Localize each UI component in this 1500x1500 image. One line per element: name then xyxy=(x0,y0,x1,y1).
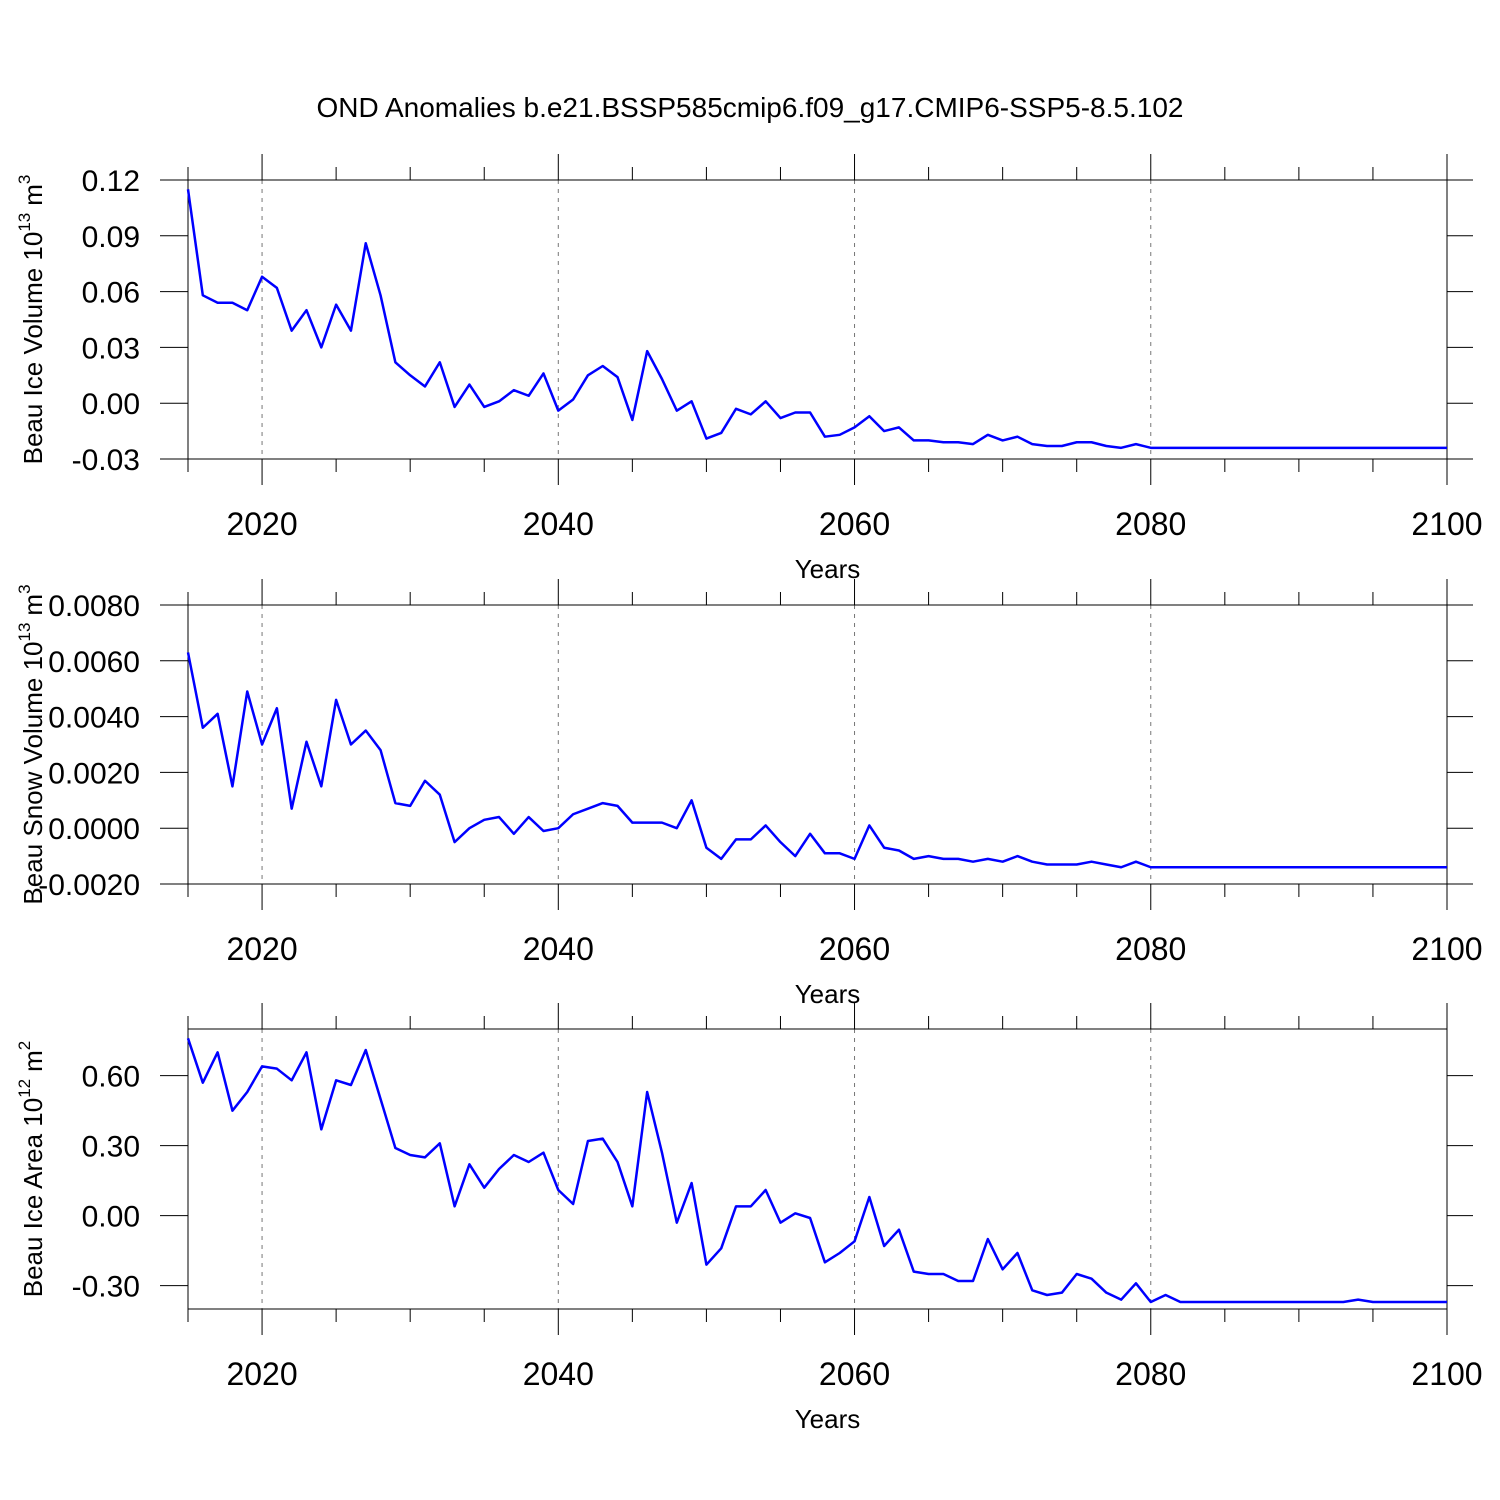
y-axis-label-exponent: 13 xyxy=(15,623,34,642)
data-line xyxy=(186,189,1447,450)
plot-frame xyxy=(187,179,1448,460)
x-tick-label: 2040 xyxy=(523,506,594,542)
y-axis-label-unit-exponent: 3 xyxy=(15,584,34,593)
y-tick-label: 0.0080 xyxy=(48,590,140,623)
x-axis-label: Years xyxy=(795,1404,861,1434)
y-axis-label-exponent: 13 xyxy=(15,213,34,232)
plot-frame xyxy=(187,1028,1448,1310)
y-axis-label-text: Beau Ice Area 10 xyxy=(18,1098,48,1297)
x-tick-label: 2100 xyxy=(1411,506,1482,542)
x-tick-label: 2080 xyxy=(1115,931,1186,967)
y-tick-label: 0.03 xyxy=(82,332,140,365)
y-axis-label-unit: m xyxy=(18,1050,48,1072)
y-axis-label-unit-exponent: 2 xyxy=(15,1041,34,1050)
y-axis-label-text: Beau Snow Volume 10 xyxy=(18,641,48,904)
data-line xyxy=(186,1037,1447,1304)
y-axis-label: Beau Snow Volume 1013 m3 xyxy=(15,584,48,904)
y-axis-label-unit-exponent: 3 xyxy=(15,175,34,184)
x-tick-label: 2020 xyxy=(226,506,297,542)
y-tick-label: 0.0060 xyxy=(48,646,140,679)
y-tick-label: -0.03 xyxy=(72,444,140,477)
x-axis-label: Years xyxy=(795,979,861,1009)
y-axis-label-text: Beau Ice Volume 10 xyxy=(18,232,48,465)
y-tick-label: 0.0020 xyxy=(48,757,140,790)
x-tick-label: 2040 xyxy=(523,931,594,967)
y-axis-label: Beau Ice Volume 1013 m3 xyxy=(15,175,48,465)
x-tick-label: 2060 xyxy=(819,931,890,967)
y-tick-label: 0.60 xyxy=(82,1061,140,1094)
y-axis-label-unit: m xyxy=(18,594,48,616)
y-tick-label: -0.0020 xyxy=(38,869,140,902)
y-tick-label: 0.0040 xyxy=(48,702,140,735)
x-tick-label: 2060 xyxy=(819,506,890,542)
y-tick-label: -0.30 xyxy=(72,1271,140,1304)
plot-frame xyxy=(187,604,1448,885)
y-axis-label-exponent: 12 xyxy=(15,1079,34,1098)
y-tick-label: 0.00 xyxy=(82,1201,140,1234)
y-tick-label: 0.0000 xyxy=(48,813,140,846)
x-tick-label: 2100 xyxy=(1411,1356,1482,1392)
x-tick-label: 2020 xyxy=(226,1356,297,1392)
x-tick-label: 2080 xyxy=(1115,506,1186,542)
y-axis-label-unit: m xyxy=(18,184,48,206)
y-axis-label: Beau Ice Area 1012 m2 xyxy=(15,1041,48,1298)
data-line xyxy=(186,652,1447,869)
y-tick-label: 0.06 xyxy=(82,277,140,310)
y-tick-label: 0.09 xyxy=(82,221,140,254)
y-tick-label: 0.00 xyxy=(82,388,140,421)
x-tick-label: 2020 xyxy=(226,931,297,967)
y-tick-label: 0.12 xyxy=(82,165,140,198)
x-tick-label: 2060 xyxy=(819,1356,890,1392)
x-axis-label: Years xyxy=(795,554,861,584)
chart-title: OND Anomalies b.e21.BSSP585cmip6.f09_g17… xyxy=(317,92,1184,123)
x-tick-label: 2080 xyxy=(1115,1356,1186,1392)
y-tick-label: 0.30 xyxy=(82,1131,140,1164)
x-tick-label: 2040 xyxy=(523,1356,594,1392)
x-tick-label: 2100 xyxy=(1411,931,1482,967)
